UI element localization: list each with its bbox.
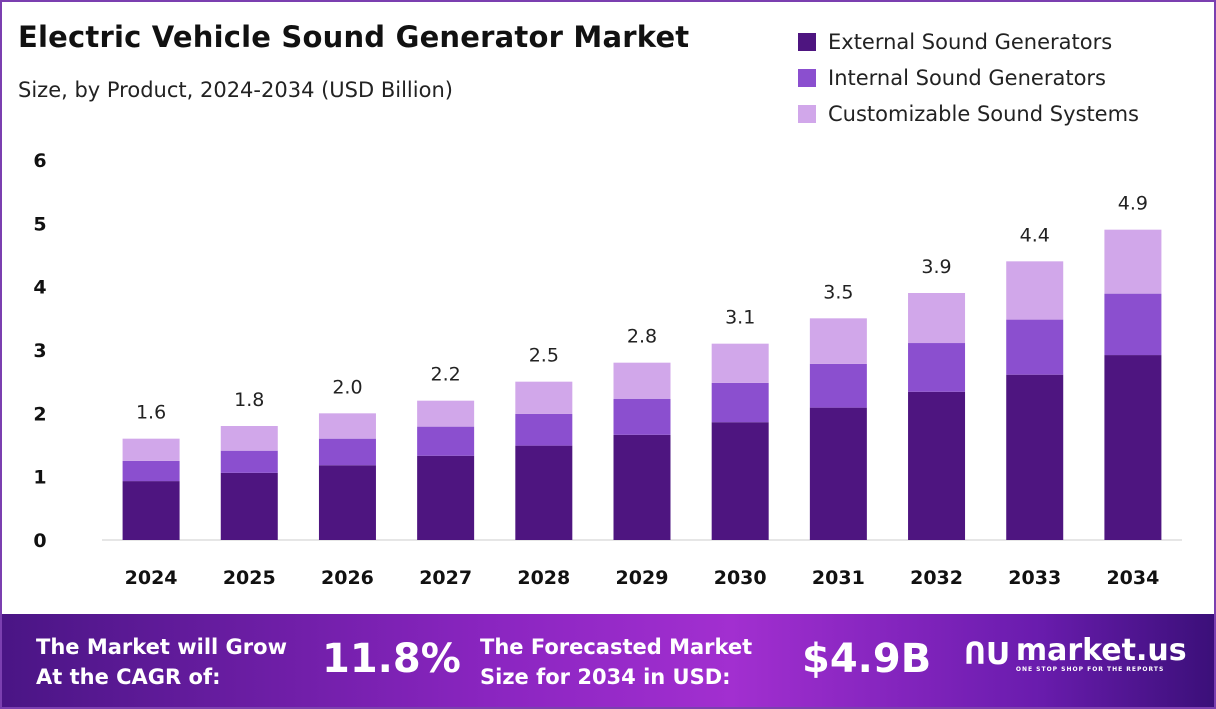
bar-segment xyxy=(711,343,769,383)
chart-subtitle: Size, by Product, 2024-2034 (USD Billion… xyxy=(18,78,453,102)
total-label: 3.1 xyxy=(725,307,755,329)
legend-label: Internal Sound Generators xyxy=(828,66,1106,90)
x-tick-label: 2034 xyxy=(1106,567,1159,589)
bar-segment xyxy=(1006,319,1064,375)
y-tick-label: 2 xyxy=(33,403,46,425)
total-label: 1.8 xyxy=(234,389,264,411)
bar-segment xyxy=(1006,261,1064,320)
total-label: 1.6 xyxy=(136,402,166,424)
bar-segment xyxy=(908,343,966,392)
legend-label: External Sound Generators xyxy=(828,30,1113,54)
bar-segment xyxy=(613,434,671,540)
bar-segment xyxy=(122,438,180,461)
total-label: 2.0 xyxy=(332,376,362,398)
bar-segment xyxy=(809,363,867,408)
legend-swatch xyxy=(798,105,816,123)
bar-segment xyxy=(613,398,671,435)
x-tick-label: 2025 xyxy=(223,567,276,589)
bar-segment xyxy=(809,407,867,540)
bar-segment xyxy=(318,413,376,439)
bar-segment xyxy=(613,362,671,399)
bar-segment xyxy=(711,422,769,540)
chart-title: Electric Vehicle Sound Generator Market xyxy=(18,20,690,54)
bar-segment xyxy=(711,382,769,423)
forecast-label: The Forecasted Market Size for 2034 in US… xyxy=(480,635,753,689)
bar-segment xyxy=(220,426,278,451)
x-tick-label: 2028 xyxy=(517,567,570,589)
x-tick-label: 2027 xyxy=(419,567,472,589)
x-tick-label: 2029 xyxy=(616,567,669,589)
total-label: 4.9 xyxy=(1118,193,1148,215)
x-tick-label: 2030 xyxy=(714,567,767,589)
cagr-value: 11.8% xyxy=(322,636,461,682)
bar-segment xyxy=(318,438,376,466)
legend-item-customizable: Customizable Sound Systems xyxy=(798,96,1139,132)
total-label: 4.4 xyxy=(1020,224,1050,246)
bar-segment xyxy=(122,481,180,540)
total-label: 3.5 xyxy=(823,281,853,303)
y-tick-label: 4 xyxy=(33,277,46,299)
legend-swatch xyxy=(798,69,816,87)
x-tick-label: 2033 xyxy=(1008,567,1061,589)
x-tick-label: 2026 xyxy=(321,567,374,589)
bar-segment xyxy=(1104,229,1162,294)
cagr-label: The Market will Grow At the CAGR of: xyxy=(36,635,287,689)
bar-segment xyxy=(220,472,278,540)
forecast-value: $4.9B xyxy=(802,636,932,682)
total-label: 2.2 xyxy=(431,364,461,386)
footer-banner: The Market will Grow At the CAGR of: 11.8… xyxy=(2,614,1214,707)
bar-segment xyxy=(417,400,475,427)
legend-item-internal: Internal Sound Generators xyxy=(798,60,1139,96)
bar-segment xyxy=(220,450,278,473)
bar-chart: 0 1 2 3 4 5 6 1.6 2024 1.8 2025 2.0 2026 2.2 2027 2.5 20… xyxy=(33,150,1182,589)
bar-segment xyxy=(1104,355,1162,540)
bar-segment xyxy=(417,455,475,540)
total-label: 3.9 xyxy=(921,256,951,278)
bar-segment xyxy=(1006,374,1064,540)
x-tick-label: 2032 xyxy=(910,567,963,589)
y-tick-label: 1 xyxy=(33,467,46,489)
y-tick-label: 3 xyxy=(33,340,46,362)
y-tick-label: 0 xyxy=(33,530,46,552)
bar-segment xyxy=(515,381,573,414)
total-label: 2.8 xyxy=(627,326,657,348)
legend-swatch xyxy=(798,33,816,51)
bar-segment xyxy=(515,413,573,446)
x-tick-label: 2024 xyxy=(125,567,178,589)
bar-segment xyxy=(515,445,573,540)
bar-segment xyxy=(417,426,475,456)
bar-segment xyxy=(908,391,966,540)
bar-segment xyxy=(908,293,966,344)
total-label: 2.5 xyxy=(529,345,559,367)
bar-segment xyxy=(122,460,180,482)
y-tick-label: 6 xyxy=(33,150,46,172)
legend: External Sound Generators Internal Sound… xyxy=(798,24,1139,132)
x-tick-label: 2031 xyxy=(812,567,865,589)
bar-segment xyxy=(1104,293,1162,356)
logo-icon: ՈՍ xyxy=(964,637,1008,672)
bar-segment xyxy=(809,318,867,364)
legend-label: Customizable Sound Systems xyxy=(828,102,1139,126)
y-tick-label: 5 xyxy=(33,213,46,235)
legend-item-external: External Sound Generators xyxy=(798,24,1139,60)
market-us-logo: ՈՍ market.us ONE STOP SHOP FOR THE REPORT… xyxy=(964,633,1187,674)
bar-segment xyxy=(318,465,376,540)
